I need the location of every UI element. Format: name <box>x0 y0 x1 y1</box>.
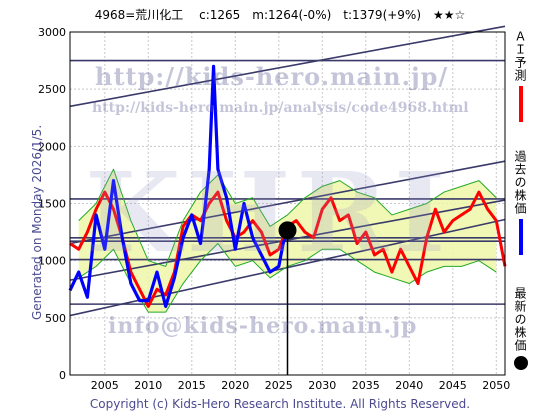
y-tick-label: 1500 <box>38 198 66 211</box>
series-band-edge <box>78 168 497 267</box>
legend-forecast: ＡＩ予測 <box>512 30 529 122</box>
legend-forecast-swatch <box>518 86 523 122</box>
x-tick-label: 2025 <box>265 379 293 392</box>
x-tick-label: 2015 <box>178 379 206 392</box>
x-tick-label: 2045 <box>439 379 467 392</box>
generated-date: Generated on Monday 2026/1/5. <box>30 124 44 320</box>
legend-latest-label: 最新の株価 <box>513 287 527 352</box>
x-tick-label: 2005 <box>91 379 119 392</box>
chart-title: 4968=荒川化工 c:1265 m:1264(-0%) t:1379(+9%)… <box>94 8 466 22</box>
plot-frame <box>69 31 506 376</box>
series-past-price <box>68 64 290 308</box>
y-tick-label: 3000 <box>38 26 66 39</box>
trend-line <box>69 25 506 108</box>
legend-latest-marker <box>513 356 528 370</box>
x-tick-label: 2040 <box>395 379 423 392</box>
y-tick-label: 500 <box>45 312 66 325</box>
y-tick-label: 1000 <box>38 255 66 268</box>
x-tick-label: 2020 <box>221 379 249 392</box>
y-tick-label: 2000 <box>38 140 66 153</box>
x-tick-label: 2050 <box>482 379 510 392</box>
legend-forecast-label: ＡＩ予測 <box>513 30 527 82</box>
x-tick-label: 2010 <box>134 379 162 392</box>
y-tick-label: 0 <box>59 369 66 382</box>
legend-past: 過去の株価 <box>512 150 529 255</box>
trend-line <box>69 160 506 245</box>
x-tick-label: 2030 <box>308 379 336 392</box>
x-tick-label: 2035 <box>352 379 380 392</box>
legend-latest: 最新の株価 <box>512 287 529 370</box>
y-tick-label: 2500 <box>38 83 66 96</box>
watermark-email: info@kids-hero.main.jp <box>108 313 418 339</box>
copyright-notice: Copyright (c) Kids-Hero Research Institu… <box>89 397 471 411</box>
legend-past-swatch <box>518 219 523 255</box>
watermark-logo: KHRI <box>85 148 452 277</box>
watermark-url: http://kids-hero.main.jp/ <box>95 62 449 91</box>
watermark-analysis-url: http://kids-hero.main.jp/analysis/code49… <box>92 100 469 116</box>
legend-past-label: 過去の株価 <box>513 150 527 215</box>
latest-price-marker <box>278 221 297 240</box>
